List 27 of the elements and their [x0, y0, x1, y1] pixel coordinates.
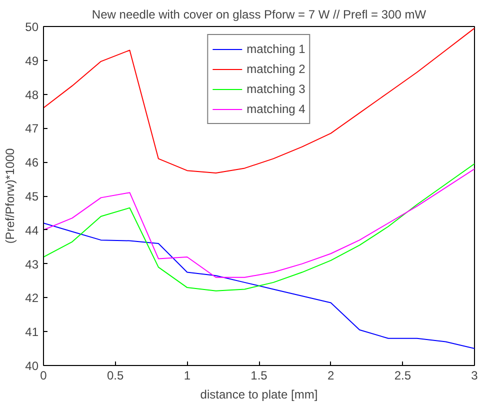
legend-label: matching 1: [246, 42, 306, 56]
x-tick-label: 0.5: [106, 368, 124, 382]
x-tick-label: 1.5: [250, 368, 268, 382]
y-tick-label: 40: [25, 359, 39, 373]
line-series: [44, 28, 474, 174]
x-tick-label: 2.5: [394, 368, 412, 382]
y-tick-label: 45: [25, 190, 39, 204]
legend-label: matching 4: [246, 102, 306, 116]
x-tick-label: 1: [184, 368, 191, 382]
y-tick-label: 47: [25, 122, 39, 136]
y-tick-label: 43: [25, 257, 39, 272]
x-tick-label: 2: [327, 368, 334, 382]
y-tick-label: 42: [25, 291, 39, 306]
legend-label: matching 2: [246, 62, 306, 76]
y-tick-label: 44: [25, 223, 39, 238]
x-tick-label: 3: [471, 368, 478, 382]
y-tick-label: 48: [25, 88, 39, 102]
y-tick-label: 49: [25, 54, 39, 68]
y-tick-label: 46: [25, 156, 39, 170]
y-tick-label: 41: [25, 325, 39, 340]
x-axis-title: distance to plate [mm]: [200, 388, 318, 402]
chart-title: New needle with cover on glass Pforw = 7 W // Prefl = 300 mW: [92, 8, 427, 22]
legend-label: matching 3: [246, 82, 306, 96]
y-tick-label: 50: [25, 20, 39, 34]
y-axis-title: (Pref/Pforw)*1000: [3, 148, 18, 244]
line-series: [44, 222, 474, 350]
x-tick-label: 0: [40, 368, 48, 382]
